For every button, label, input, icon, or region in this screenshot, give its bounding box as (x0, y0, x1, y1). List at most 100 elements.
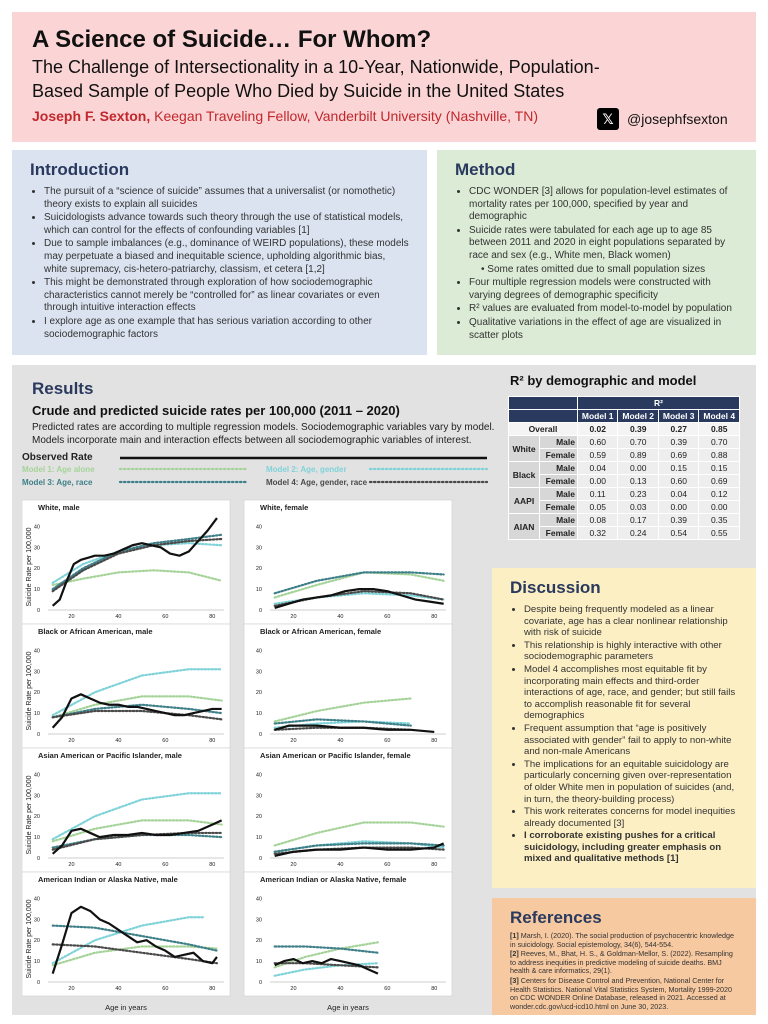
references-heading: References (510, 908, 602, 927)
reference-number: [1] (510, 931, 519, 940)
sex-label: Male (539, 435, 578, 449)
model-header: Model 3 (657, 409, 700, 423)
y-tick-label: 20 (34, 690, 40, 696)
author-name: Joseph F. Sexton, (32, 108, 151, 124)
r2-value: 0.23 (617, 487, 659, 501)
table-row: Female 0.32 0.24 0.54 0.55 (509, 526, 740, 540)
r2-value: 0.60 (657, 474, 700, 488)
r2-value: 0.15 (657, 461, 700, 475)
series-m4-line (51, 709, 223, 721)
r2-value: 0.39 (657, 435, 700, 449)
y-tick-label: 30 (256, 545, 262, 551)
series-m1-line (273, 697, 412, 723)
y-tick-label: 40 (34, 524, 40, 530)
list-item: I corroborate existing pushes for a crit… (524, 830, 738, 865)
reference-item: [2] Reeves, M., Bhat, H. S., & Goldman-M… (510, 949, 738, 976)
x-tick-label: 20 (68, 614, 74, 620)
x-tick-label: 80 (431, 986, 437, 992)
results-text-line1: Predicted rates are according to multipl… (32, 422, 495, 433)
r2-value: 0.70 (698, 435, 740, 449)
legend-m4-label: Model 4: Age, gender, race (266, 478, 368, 487)
x-tick-label: 40 (115, 986, 121, 992)
r2-table-title: R² by demographic and model (510, 373, 697, 388)
panel-title: Black or African American, male (38, 627, 153, 636)
list-item: This work reiterates concerns for model … (524, 806, 738, 829)
group-label: Black (507, 461, 541, 488)
y-tick-label: 30 (34, 917, 40, 923)
method-heading: Method (455, 160, 516, 179)
x-tick-label: 80 (431, 862, 437, 868)
y-tick-label: 0 (37, 608, 40, 614)
x-tick-label: 80 (209, 986, 215, 992)
r2-header: R² (576, 396, 741, 410)
reference-text: Reeves, M., Bhat, H. S., & Goldman-Mello… (510, 949, 733, 976)
legend-observed-label: Observed Rate (22, 452, 93, 463)
x-tick-label: 60 (384, 986, 390, 992)
panel-title: Asian American or Pacific Islander, male (38, 751, 182, 760)
list-item: CDC WONDER [3] allows for population-lev… (469, 186, 738, 224)
r2-corner (508, 409, 578, 423)
series-m2-line (51, 668, 223, 717)
legend-m2-label: Model 2: Age, gender (266, 465, 347, 474)
y-tick-label: 20 (34, 566, 40, 572)
x-tick-label: 80 (209, 614, 215, 620)
results-text-line2: Models incorporate main and interaction … (32, 435, 472, 446)
series-observed-line (274, 957, 379, 975)
legend-m1-label: Model 1: Age alone (22, 465, 95, 474)
reference-number: [2] (510, 949, 519, 959)
y-tick-label: 10 (34, 835, 40, 841)
y-tick-label: 40 (256, 772, 262, 778)
y-tick-label: 30 (34, 545, 40, 551)
r2-value: 0.17 (617, 513, 659, 527)
list-item: Suicide rates were tabulated for each ag… (469, 225, 738, 263)
series-m3-line (51, 533, 223, 591)
overall-label: Overall (508, 422, 578, 436)
poster-subtitle-line2: Based Sample of People Who Died by Suici… (32, 81, 565, 101)
r2-table: R² Model 1 Model 2 Model 3 Model 4 Overall 0.0… (507, 396, 741, 540)
series-m3-line (51, 924, 219, 952)
results-heading: Results (32, 379, 94, 398)
author-affiliation: Keegan Traveling Fellow, Vanderbilt Univ… (154, 108, 539, 124)
y-tick-label: 30 (256, 917, 262, 923)
x-tick-label: 80 (209, 862, 215, 868)
y-axis-label: Suicide Rate per 100,000 (26, 651, 33, 730)
list-item: R² values are evaluated from model-to-mo… (469, 303, 738, 316)
y-tick-label: 0 (259, 980, 262, 986)
y-tick-label: 40 (256, 648, 262, 654)
y-tick-label: 0 (259, 608, 262, 614)
x-tick-label: 80 (431, 614, 437, 620)
results-description: Predicted rates are according to multipl… (32, 421, 512, 447)
x-tick-label: 40 (337, 862, 343, 868)
series-m3-line (273, 945, 380, 954)
r2-value: 0.35 (698, 513, 740, 527)
social-handle[interactable]: 𝕏 @josephfsexton (597, 108, 728, 130)
y-tick-label: 0 (37, 856, 40, 862)
y-tick-label: 30 (34, 669, 40, 675)
series-m1-line (51, 569, 223, 587)
model-header: Model 4 (698, 409, 740, 423)
series-m3-line (273, 718, 412, 727)
legend-m3-label: Model 3: Age, race (22, 478, 93, 487)
x-tick-label: 40 (337, 738, 343, 744)
r2-value: 0.60 (576, 435, 619, 449)
sex-label: Female (539, 474, 578, 488)
table-row: White Male 0.60 0.70 0.39 0.70 (507, 435, 740, 462)
r2-value: 0.89 (617, 448, 659, 462)
sub-item-text: Some rates omitted due to small populati… (487, 263, 706, 275)
results-chart-grid: Observed Rate Model 1: Age alone Model 2: … (22, 452, 489, 1012)
model-header: Model 2 (617, 409, 659, 423)
r2-value: 0.15 (698, 461, 740, 475)
r2-value: 0.11 (576, 487, 619, 501)
list-item: The implications for an equitable suicid… (524, 759, 738, 805)
r2-value: 0.69 (657, 448, 700, 462)
series-observed-line (274, 724, 435, 734)
table-row: Female 0.00 0.13 0.60 0.69 (509, 474, 740, 488)
x-tick-label: 60 (384, 614, 390, 620)
series-m4-line (51, 831, 223, 851)
x-tick-label: 20 (68, 738, 74, 744)
r2-value: 0.00 (617, 461, 659, 475)
series-m2-line (51, 792, 223, 841)
x-tick-label: 40 (115, 862, 121, 868)
x-tick-label: 60 (162, 614, 168, 620)
y-tick-label: 40 (34, 896, 40, 902)
